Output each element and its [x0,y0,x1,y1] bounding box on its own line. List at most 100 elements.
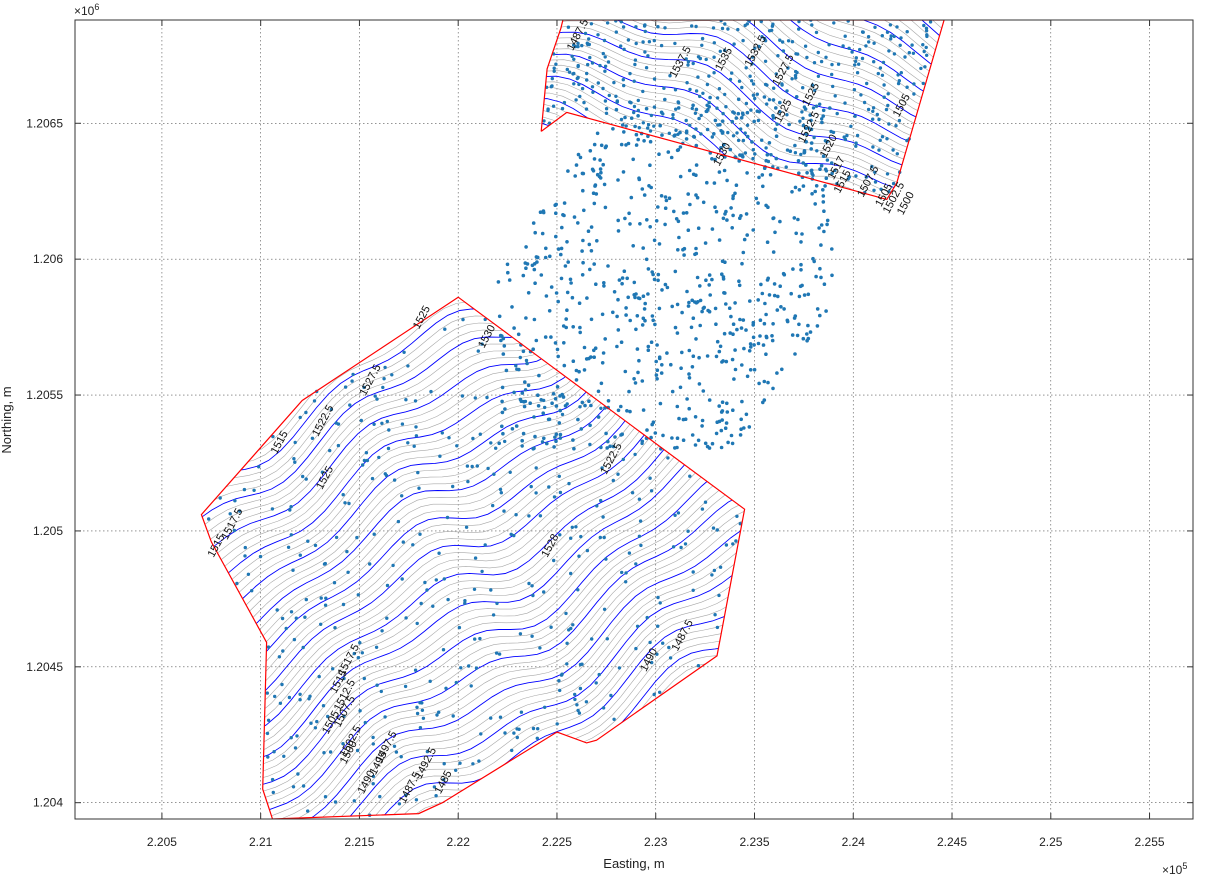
data-point [710,227,715,231]
data-point [732,111,736,115]
data-point [652,277,657,282]
data-point [814,184,819,188]
data-point [569,536,573,540]
data-point [614,94,618,99]
data-point [218,496,222,500]
data-point [770,28,774,32]
data-point [685,81,689,85]
data-point [400,494,404,498]
data-point [691,103,695,108]
data-point [634,41,638,46]
data-point [775,371,779,375]
data-point [372,532,376,536]
data-point [692,135,697,139]
data-point [782,307,786,311]
data-point [592,157,597,161]
data-point [275,608,279,612]
data-point [796,159,801,163]
data-point [735,514,739,518]
data-point [628,71,632,76]
data-point [343,385,348,389]
data-point [679,366,683,371]
data-point [495,601,499,606]
data-point [384,473,389,478]
data-point [744,212,749,216]
data-point [583,403,587,408]
data-point [657,355,662,360]
data-point [698,323,702,328]
x-tick-label: 2.215 [344,835,374,849]
minor-contour [541,20,945,200]
data-point [571,623,575,627]
data-point [542,119,546,123]
data-point [604,557,608,561]
data-point [474,666,479,670]
data-point [715,339,720,344]
data-point [612,717,616,721]
data-point [800,110,804,114]
minor-contour [201,348,745,819]
data-point [801,86,805,90]
data-point [710,441,715,446]
data-point [641,40,645,44]
data-point [326,714,330,719]
data-point [538,514,543,518]
data-point [780,367,784,372]
data-point [548,254,552,259]
data-point [806,323,810,328]
data-point [748,74,752,78]
data-point [764,335,769,340]
data-point [475,464,479,468]
data-point [414,798,419,802]
data-point [572,215,577,219]
data-point [714,322,718,327]
data-point [682,253,686,257]
data-point [821,108,826,113]
data-point [691,588,695,592]
data-point [722,331,727,336]
data-point [599,143,604,148]
data-point [622,47,626,51]
data-point [771,22,775,26]
data-point [899,71,903,75]
data-point [602,607,607,611]
data-point [519,710,524,714]
data-point [821,200,826,204]
data-point [760,35,764,39]
data-point [732,42,736,46]
data-point [694,173,698,177]
data-point [461,317,465,322]
data-point [641,294,646,299]
data-point [673,325,678,330]
data-point [750,62,754,66]
data-point [604,431,608,436]
data-point [647,184,651,188]
data-point [781,49,786,53]
data-point [891,148,895,152]
data-point [549,625,553,629]
data-point [628,100,632,104]
data-point [791,267,795,271]
data-point [724,105,728,109]
data-point [470,464,474,469]
data-point [735,327,739,332]
data-point [842,135,846,139]
data-point [694,127,698,131]
major-contour [201,297,745,819]
data-point [793,143,797,148]
data-point [860,56,865,61]
data-point [323,561,327,566]
data-point [704,109,708,114]
data-point [641,246,645,250]
data-point [815,324,820,328]
data-point [616,408,621,413]
data-point [812,259,816,264]
data-point [881,60,886,65]
data-point [626,295,630,300]
data-point [298,692,302,696]
minor-contour [541,20,945,200]
data-point [560,412,565,417]
data-point [574,378,579,382]
data-point [334,535,339,540]
data-point [577,301,582,306]
